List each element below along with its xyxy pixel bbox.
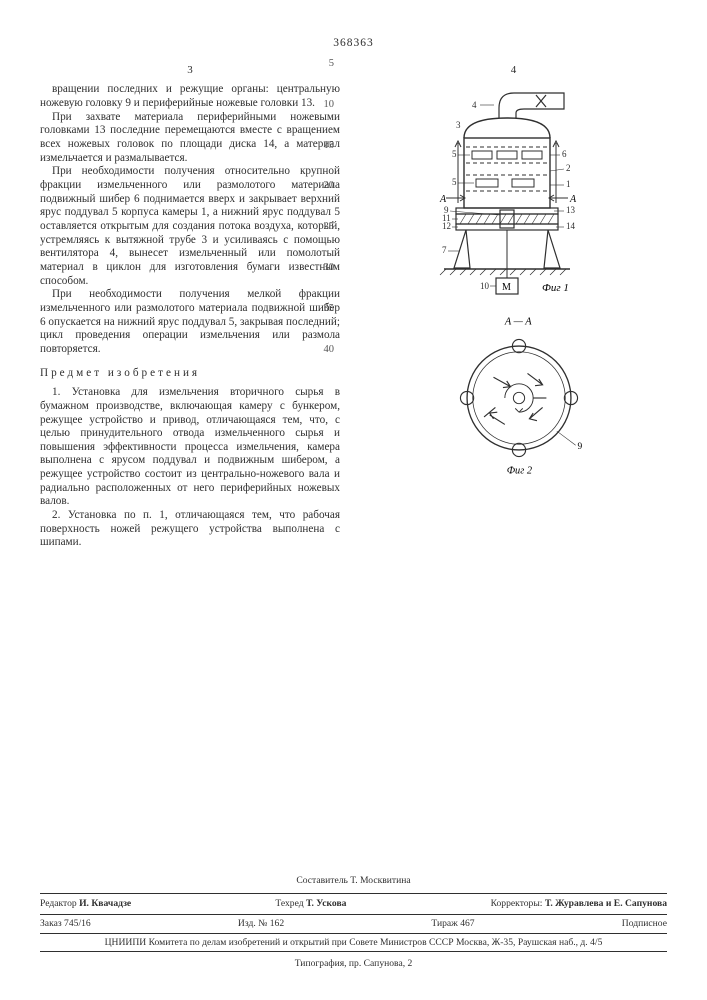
vent-row (466, 147, 548, 163)
ruler-num: 10 (318, 99, 334, 112)
footer-typography: Типография, пр. Сапунова, 2 (40, 952, 667, 970)
section-arrow-icon (549, 195, 568, 201)
paragraph: При захвате материала периферийными ноже… (40, 111, 340, 166)
figure-1-label: Фиг 1 (542, 282, 569, 294)
footer-compiler: Составитель Т. Москвитина (40, 875, 667, 887)
callout-group: 4 3 5 5 6 2 1 13 9 11 12 14 7 10 (442, 100, 576, 291)
columns-wrap: 3 вращении последних и режущие органы: ц… (40, 64, 667, 550)
ruler-num: 25 (318, 221, 334, 234)
svg-text:4: 4 (472, 100, 477, 110)
ruler-num: 15 (318, 140, 334, 153)
svg-text:2: 2 (566, 163, 571, 173)
column-left-num: 3 (40, 64, 340, 77)
svg-text:3: 3 (456, 120, 461, 130)
ruler-num: 40 (318, 344, 334, 357)
leg (454, 230, 470, 268)
pipe (499, 93, 564, 118)
knife-arrows (484, 374, 546, 425)
svg-text:7: 7 (442, 245, 447, 255)
svg-text:12: 12 (442, 221, 451, 231)
vent-row (466, 175, 548, 191)
section-arrow-icon (446, 195, 465, 201)
disc-outline (467, 346, 571, 450)
paragraph: При необходимости получения мелкой фракц… (40, 288, 340, 356)
claim-2: 2. Установка по п. 1, отличающаяся тем, … (40, 509, 340, 550)
section-label: A — A (504, 317, 532, 328)
rotation-arrow-icon (505, 384, 533, 412)
chamber-body (464, 138, 550, 208)
footer-correctors: Корректоры: Т. Журавлева и Е. Сапунова (491, 898, 667, 910)
footer: Составитель Т. Москвитина Редактор И. Кв… (40, 875, 667, 970)
svg-text:6: 6 (562, 149, 567, 159)
page: 368363 3 вращении последних и режущие ор… (0, 0, 707, 1000)
callout-9: 9 (578, 442, 583, 452)
footer-editor: Редактор И. Квачадзе (40, 898, 131, 910)
svg-text:5: 5 (452, 149, 457, 159)
figure-2-label: Фиг 2 (507, 466, 532, 477)
footer-tekhred: Техред Т. Ускова (275, 898, 346, 910)
svg-text:1: 1 (566, 179, 571, 189)
svg-text:14: 14 (566, 221, 576, 231)
subject-heading: Предмет изобретения (40, 367, 340, 381)
ruler-num: 20 (318, 180, 334, 193)
ruler-num: 5 (318, 58, 334, 71)
paragraph: При необходимости получения относительно… (40, 165, 340, 288)
footer-order-row: Заказ 745/16 Изд. № 162 Тираж 467 Подпис… (40, 915, 667, 934)
svg-text:5: 5 (452, 177, 457, 187)
fan-icon (536, 95, 546, 107)
ruler-num: 35 (318, 303, 334, 316)
claims: 1. Установка для измельчения вторичного … (40, 386, 340, 550)
line-number-ruler: 5 10 15 20 25 30 35 40 (318, 58, 334, 356)
figure-1: A A (394, 83, 644, 483)
ruler-num: 30 (318, 262, 334, 275)
arrow-up-icon (553, 141, 559, 203)
column-right-num: 4 (360, 64, 667, 77)
column-left: 3 вращении последних и режущие органы: ц… (40, 64, 340, 550)
column-right: 4 (360, 64, 667, 550)
leg (544, 230, 560, 268)
claim-1: 1. Установка для измельчения вторичного … (40, 386, 340, 509)
paragraph: вращении последних и режущие органы: цен… (40, 83, 340, 110)
motor-label: M (502, 282, 511, 293)
svg-text:13: 13 (566, 205, 576, 215)
dome (464, 118, 550, 138)
patent-number: 368363 (40, 36, 667, 50)
footer-org: ЦНИИПИ Комитета по делам изобретений и о… (40, 934, 667, 953)
footer-staff-row: Редактор И. Квачадзе Техред Т. Ускова Ко… (40, 893, 667, 915)
svg-text:10: 10 (480, 281, 490, 291)
cutting-section (456, 208, 558, 230)
section-a-label: A (569, 194, 577, 205)
section-a-label: A (439, 194, 447, 205)
